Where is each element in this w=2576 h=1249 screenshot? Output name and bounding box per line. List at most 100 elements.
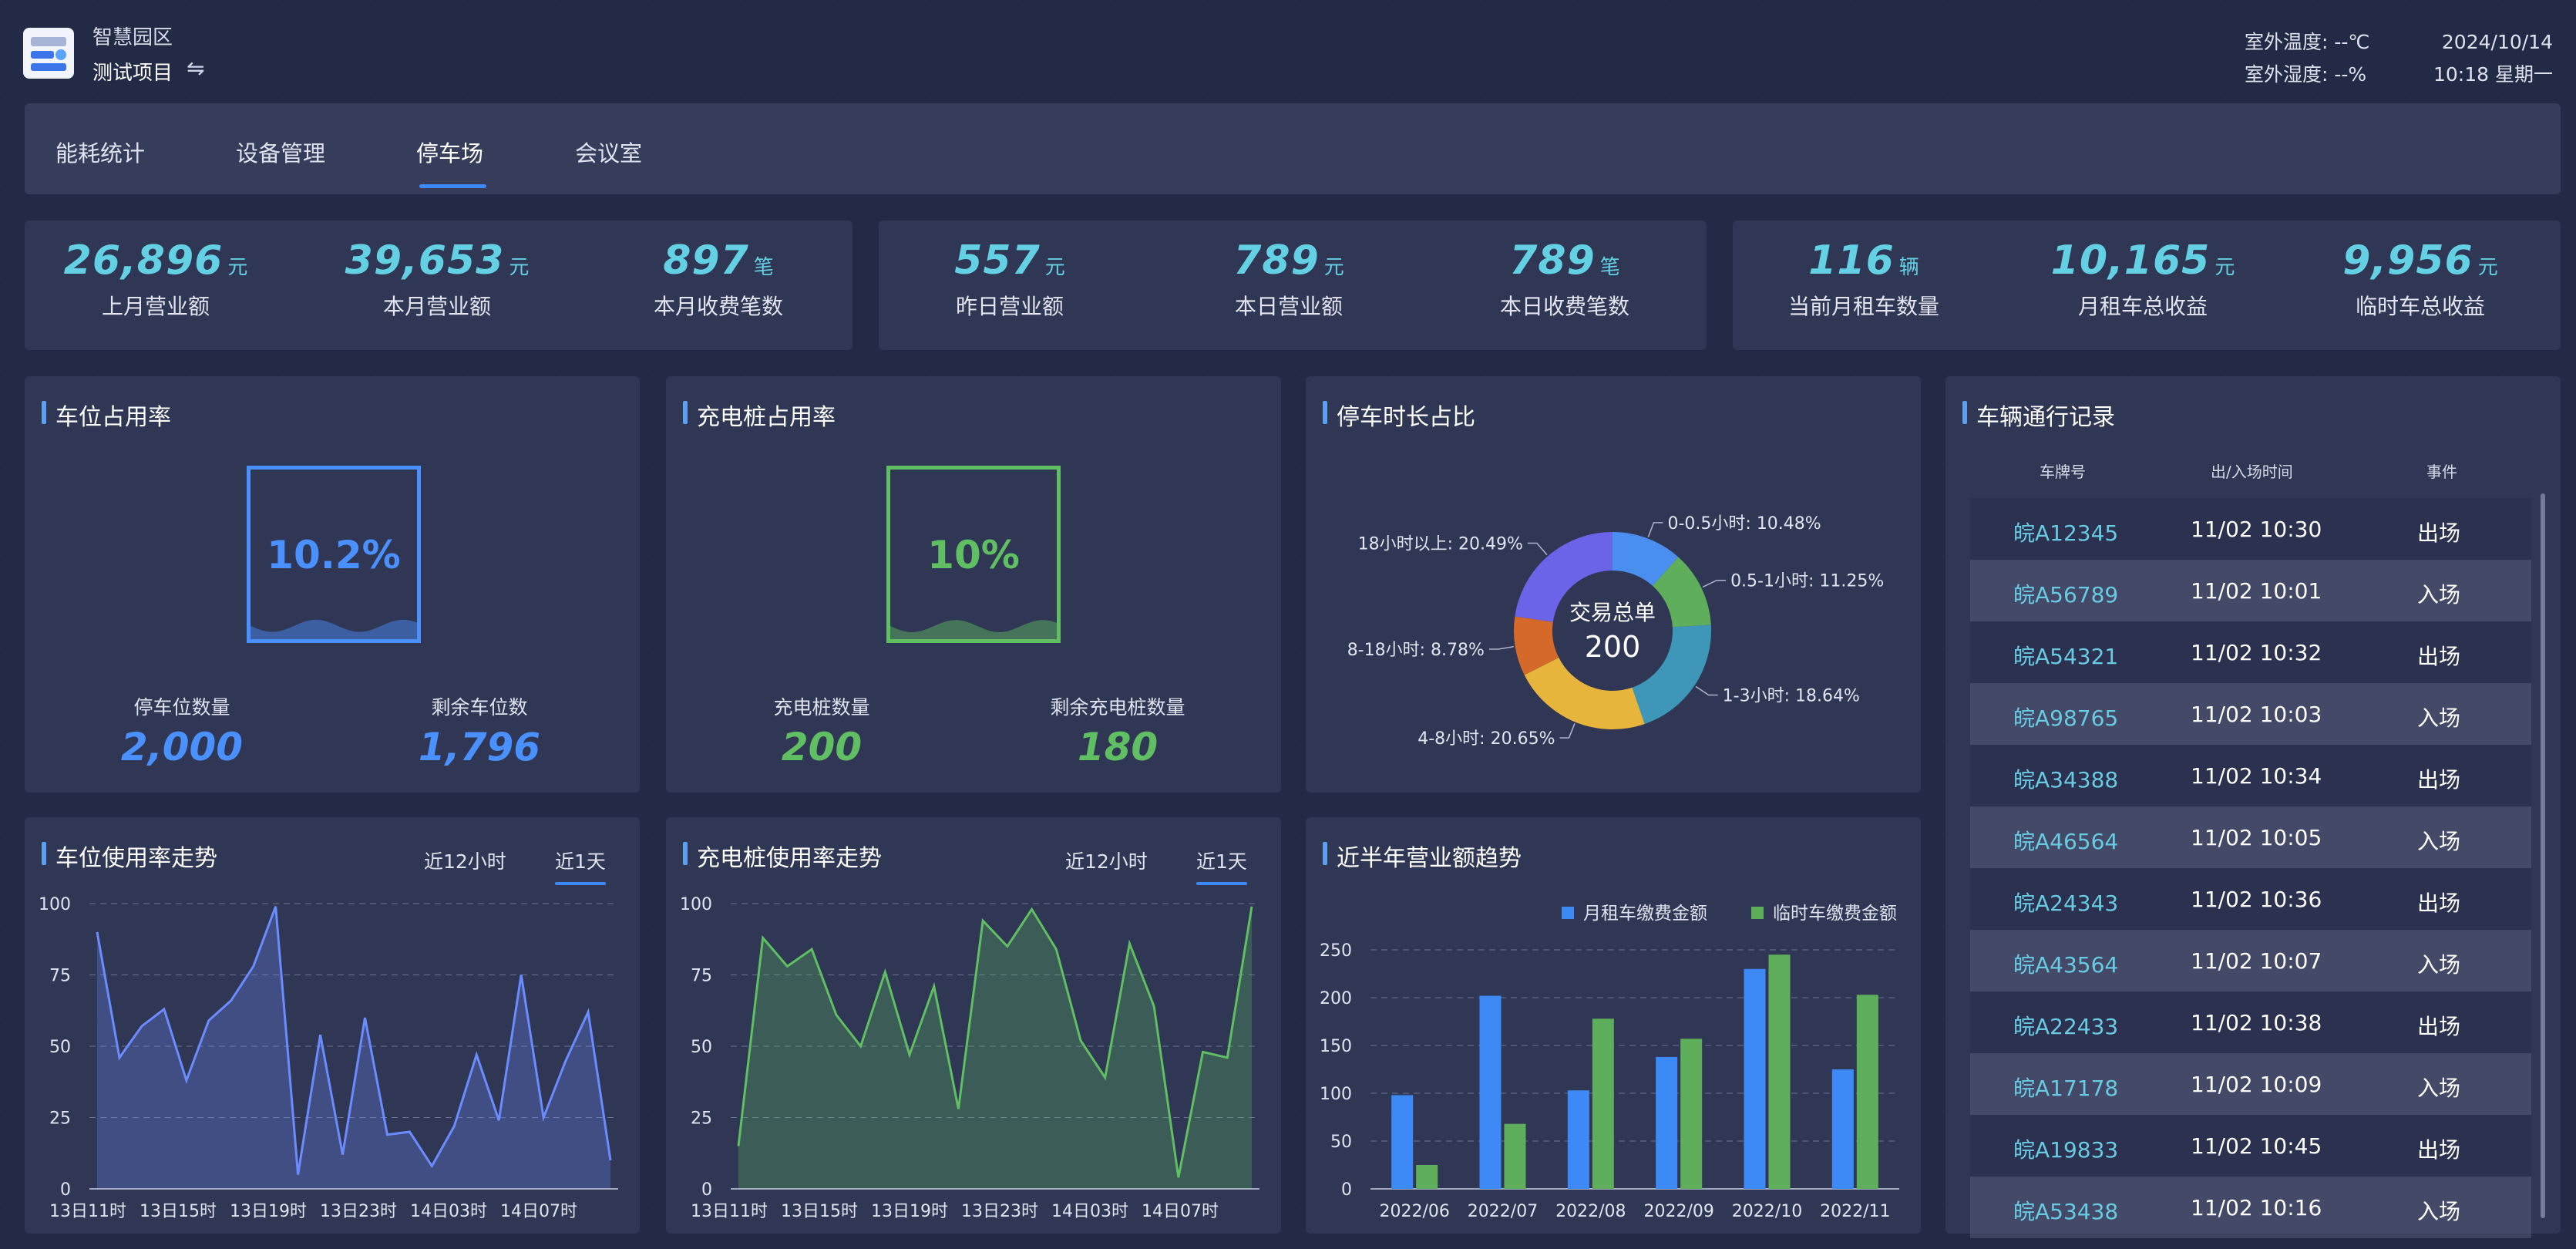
donut-center-value: 200 [1585, 630, 1641, 664]
temperature-value: --℃ [2334, 31, 2370, 53]
record-row[interactable]: 皖A17178 11/02 10:09 入场 [1970, 1053, 2531, 1115]
charger-gauge-fill [890, 620, 1057, 639]
revenue-trend-panel: 近半年营业额趋势 0 50 100 150 200 250 2022/06 2022/07 20… [1306, 817, 1921, 1234]
humidity-value: --% [2334, 63, 2367, 86]
records-scrollbar[interactable] [2541, 493, 2545, 1218]
bar[interactable] [1680, 1039, 1703, 1189]
parking-trend-1d-toggle[interactable]: 近1天 [555, 847, 606, 885]
kpi-this-month-count: 897 笔 本月收费笔数 [653, 237, 783, 319]
bar[interactable] [1416, 1165, 1438, 1189]
kpi-this-month-revenue: 39,653 元 本月营业额 [345, 237, 530, 319]
bar[interactable] [1856, 995, 1878, 1189]
record-time: 11/02 10:07 [2191, 948, 2322, 974]
donut-label-line [1488, 646, 1514, 650]
record-plate: 皖A12345 [2013, 520, 2119, 546]
record-event: 出场 [2417, 767, 2461, 793]
parking-remain-value: 1,796 [418, 725, 541, 769]
bar[interactable] [1479, 995, 1502, 1189]
bar[interactable] [1592, 1018, 1614, 1189]
tab-meeting-room[interactable]: 会议室 [575, 140, 643, 167]
swap-project-icon[interactable]: ⇋ [187, 56, 205, 81]
record-row[interactable]: 皖A56789 11/02 10:01 入场 [1970, 560, 2531, 621]
series-line [96, 906, 612, 1175]
y-tick-label: 0 [60, 1180, 71, 1200]
charger-occupancy-percent: 10% [927, 533, 1020, 577]
parking-trend-title: 车位使用率走势 [42, 839, 217, 873]
parking-gauge-wave [251, 619, 417, 639]
record-row[interactable]: 皖A19833 11/02 10:45 出场 [1970, 1115, 2531, 1177]
record-row[interactable]: 皖A53438 11/02 10:16 入场 [1970, 1177, 2531, 1238]
record-row[interactable]: 皖A54321 11/02 10:32 出场 [1970, 621, 2531, 683]
charger-remain-label: 剩余充电桩数量 [1050, 696, 1185, 719]
x-tick-label: 2022/07 [1468, 1202, 1538, 1221]
record-time: 11/02 10:36 [2191, 887, 2322, 912]
record-time: 11/02 10:03 [2191, 702, 2322, 727]
record-time: 11/02 10:32 [2191, 640, 2322, 665]
parking-trend-panel: 车位使用率走势 近12小时 近1天 0 25 50 75 100 13日11时 13日15时… [25, 817, 640, 1234]
donut-slice-label: 8-18小时: 8.78% [1347, 641, 1485, 660]
donut-slice[interactable] [1524, 658, 1645, 729]
donut-label-line [1647, 522, 1663, 537]
donut-slice[interactable] [1652, 557, 1711, 628]
kpi-panel-daily: 557 元 昨日营业额 789 元 本日营业额 789 笔 本日收费笔数 [879, 221, 1707, 350]
legend-label: 月租车缴费金额 [1583, 904, 1707, 924]
kpi-panel-monthly-cars: 116 辆 当前月租车数量 10,165 元 月租车总收益 9,956 元 临时车总收… [1733, 221, 2561, 350]
record-time: 11/02 10:01 [2191, 578, 2322, 604]
y-tick-label: 25 [691, 1109, 712, 1129]
x-tick-label: 13日23时 [320, 1202, 397, 1221]
x-tick-label: 13日15时 [140, 1202, 217, 1221]
record-time: 11/02 10:16 [2191, 1195, 2322, 1220]
kpi-monthly-car-count: 116 辆 当前月租车数量 [1787, 237, 1939, 319]
bar[interactable] [1831, 1069, 1854, 1189]
record-row[interactable]: 皖A12345 11/02 10:30 出场 [1970, 498, 2531, 560]
kpi-yesterday-revenue: 557 元 昨日营业额 [954, 237, 1065, 319]
y-tick-label: 50 [49, 1038, 71, 1057]
donut-slice[interactable] [1613, 532, 1679, 586]
record-plate: 皖A19833 [2013, 1137, 2119, 1163]
charger-trend-12h-toggle[interactable]: 近12小时 [1065, 850, 1148, 873]
record-row[interactable]: 皖A98765 11/02 10:03 入场 [1970, 683, 2531, 745]
donut-slice[interactable] [1515, 532, 1613, 622]
parking-trend-12h-toggle[interactable]: 近12小时 [424, 850, 506, 873]
x-tick-label: 13日23时 [961, 1202, 1038, 1221]
y-tick-label: 75 [691, 967, 712, 986]
humidity-label: 室外湿度: [2245, 63, 2329, 86]
record-plate: 皖A56789 [2013, 582, 2119, 608]
x-tick-label: 2022/11 [1820, 1202, 1890, 1221]
revenue-bar-chart: 0 50 100 150 200 250 2022/06 2022/07 2022/08 2022… [1320, 904, 1899, 1221]
bar[interactable] [1391, 1095, 1414, 1189]
project-name[interactable]: 测试项目 [92, 62, 173, 85]
donut-slice-label: 0.5-1小时: 11.25% [1730, 572, 1884, 591]
top-bar: 智慧园区 测试项目 ⇋ 室外温度: --℃ 2024/10/14 室外湿度: -… [0, 0, 2576, 96]
parking-gauge-fill [251, 619, 417, 639]
record-event: 入场 [2417, 829, 2461, 854]
charger-trend-chart: 0 25 50 75 100 13日11时 13日15时 13日19时 13日23时 14日03时… [680, 895, 1259, 1221]
area-fill [97, 906, 610, 1189]
bar[interactable] [1567, 1090, 1589, 1189]
y-tick-label: 250 [1320, 941, 1352, 961]
record-row[interactable]: 皖A22433 11/02 10:38 出场 [1970, 991, 2531, 1053]
current-time: 10:18 星期一 [2433, 63, 2553, 86]
record-row[interactable]: 皖A46564 11/02 10:05 入场 [1970, 806, 2531, 868]
tab-parking[interactable]: 停车场 [416, 136, 487, 188]
donut-label-line [1527, 542, 1548, 556]
donut-slice[interactable] [1514, 616, 1559, 675]
tab-energy[interactable]: 能耗统计 [55, 140, 146, 167]
record-row[interactable]: 皖A34388 11/02 10:34 出场 [1970, 745, 2531, 806]
current-date: 2024/10/14 [2441, 31, 2553, 53]
bar[interactable] [1656, 1056, 1678, 1189]
charger-occupancy-gauge: 10% [886, 466, 1061, 643]
record-row[interactable]: 皖A24343 11/02 10:36 出场 [1970, 868, 2531, 930]
charger-total-value: 200 [781, 725, 863, 769]
donut-slice[interactable] [1632, 624, 1711, 724]
duration-donut-chart: 0-0.5小时: 10.48% 0.5-1小时: 11.25% 1-3小时: 18.… [1347, 514, 1885, 749]
charger-trend-1d-toggle[interactable]: 近1天 [1196, 847, 1247, 885]
kpi-panel-revenue: 26,896 元 上月营业额 39,653 元 本月营业额 897 笔 本月收费笔数 [25, 221, 853, 350]
bar[interactable] [1744, 968, 1766, 1189]
record-time: 11/02 10:34 [2191, 763, 2322, 789]
bar[interactable] [1768, 954, 1791, 1189]
record-row[interactable]: 皖A43564 11/02 10:07 入场 [1970, 930, 2531, 991]
tab-devices[interactable]: 设备管理 [236, 140, 326, 167]
bar[interactable] [1504, 1123, 1526, 1189]
donut-label-line [1702, 579, 1727, 588]
